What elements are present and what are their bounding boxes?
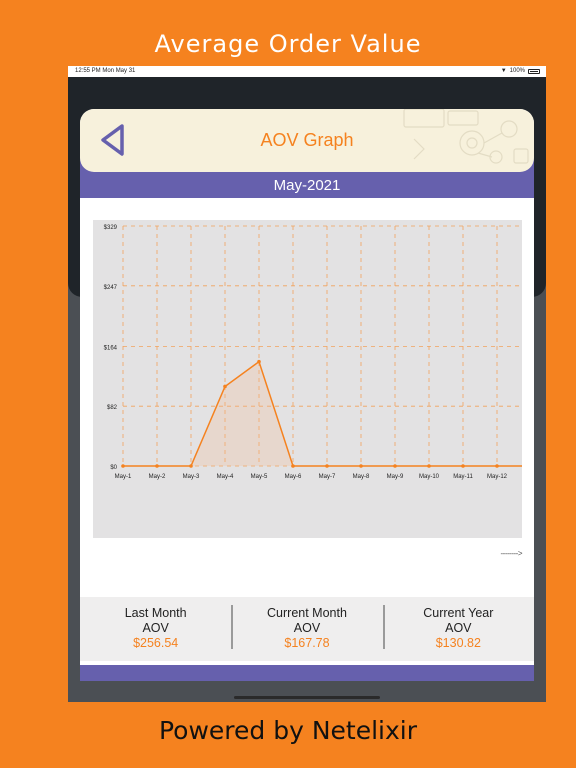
y-tick-label: $0 (110, 465, 117, 471)
stats-row: Last Month AOV $256.54 Current Month AOV… (80, 597, 534, 661)
status-time: 12:55 PM Mon May 31 (75, 68, 136, 74)
x-tick-label: May-4 (217, 474, 234, 480)
month-label: May-2021 (273, 177, 341, 194)
x-tick-label: May-8 (353, 474, 370, 480)
stat-value-3: $130.82 (435, 636, 481, 650)
y-tick-label: $164 (104, 345, 118, 351)
back-triangle-icon[interactable] (98, 123, 128, 157)
status-right: ▼ 100% (501, 68, 540, 74)
status-bar: 12:55 PM Mon May 31 ▼ 100% (68, 66, 546, 77)
stat-label-2: Current Month (267, 606, 347, 620)
x-tick-label: May-6 (285, 474, 302, 480)
aov-card: May-2021 AOV Graph (80, 109, 534, 681)
series-line (123, 360, 522, 467)
wifi-icon: ▼ (500, 68, 507, 74)
stat-value-1: $256.54 (133, 636, 179, 650)
stat-value-2: $167.78 (284, 636, 330, 650)
battery-percent: 100% (509, 68, 525, 74)
card-header: AOV Graph (80, 109, 534, 172)
x-tick-label: May-12 (487, 474, 508, 480)
x-tick-label: May-1 (115, 474, 132, 480)
x-tick-label: May-11 (453, 474, 473, 480)
data-point (189, 464, 193, 468)
stat-current-year: Current Year AOV $130.82 (382, 597, 534, 661)
y-tick-label: $329 (104, 225, 118, 231)
stat-label-1: Last Month (124, 606, 187, 620)
x-tick-label: May-9 (387, 474, 404, 480)
stat-sublabel-2: AOV (293, 621, 321, 635)
x-tick-label: May-3 (183, 474, 200, 480)
aov-chart-svg: $329 $247 $164 $82 $0 May-1 May-2 May-3 May-4 May… (104, 225, 522, 480)
x-tick-label: May-5 (251, 474, 268, 480)
data-point (291, 464, 295, 468)
x-tick-label: May-10 (419, 474, 440, 480)
data-point (257, 359, 261, 364)
promo-title: Average Order Value (154, 30, 422, 58)
stat-last-month: Last Month AOV $256.54 (80, 597, 231, 661)
gears-decoration-icon (403, 109, 529, 164)
y-tick-label: $247 (104, 285, 118, 291)
data-point (393, 464, 397, 468)
x-tick-label: May-7 (319, 474, 336, 480)
data-point (427, 464, 431, 468)
device-screen: 12:55 PM Mon May 31 ▼ 100% May-2021 (68, 66, 546, 702)
stats-gap (80, 661, 534, 665)
battery-icon (528, 68, 540, 74)
header-title: AOV Graph (260, 130, 354, 150)
series-area (123, 361, 522, 466)
data-point (325, 464, 329, 468)
stat-sublabel-1: AOV (142, 621, 169, 635)
x-tick-label: May-2 (149, 474, 166, 480)
data-point (461, 464, 465, 468)
stat-sublabel-3: AOV (445, 621, 472, 635)
scroll-hint: --------> (500, 549, 523, 558)
bottom-bar (80, 665, 534, 681)
stat-label-3: Current Year (423, 606, 494, 620)
data-point (155, 464, 159, 468)
data-point (495, 464, 499, 468)
data-point (121, 464, 125, 468)
y-tick-label: $82 (107, 405, 118, 411)
data-point (359, 464, 363, 468)
promo-footer: Powered by Netelixir (158, 716, 418, 745)
aov-chart: $329 $247 $164 $82 $0 May-1 May-2 May-3 May-4 May… (93, 220, 522, 538)
home-indicator[interactable] (234, 696, 380, 699)
data-point (223, 384, 227, 389)
stat-current-month: Current Month AOV $167.78 (231, 597, 382, 661)
